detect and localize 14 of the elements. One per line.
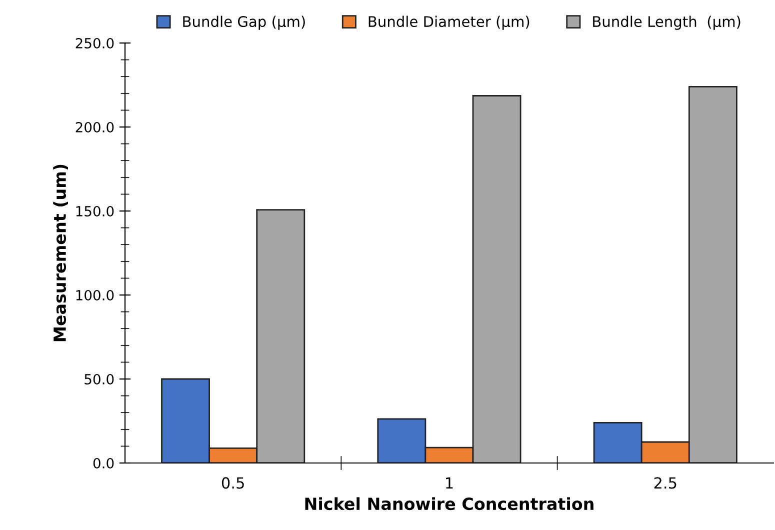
x-tick-label: 1 xyxy=(446,477,453,488)
y-tick-label: 150.0 xyxy=(76,206,114,216)
x-tick-label: 2.5 xyxy=(654,477,676,489)
y-tick-label: 0.0 xyxy=(93,458,114,468)
legend-label: Bundle Diameter (µm) xyxy=(368,16,530,30)
legend-label: Bundle Gap (µm) xyxy=(183,16,305,30)
y-tick-label: 100.0 xyxy=(76,290,114,300)
x-axis-title: Nickel Nanowire Concentration xyxy=(305,497,594,510)
y-axis-title: Measurement (um) xyxy=(53,164,68,342)
y-tick-label: 50.0 xyxy=(84,374,114,384)
legend-label: Bundle Length (µm) xyxy=(593,16,740,30)
y-tick-label: 200.0 xyxy=(76,122,114,132)
y-tick-label: 250.0 xyxy=(76,38,114,48)
x-tick-label: 0.5 xyxy=(222,477,244,489)
